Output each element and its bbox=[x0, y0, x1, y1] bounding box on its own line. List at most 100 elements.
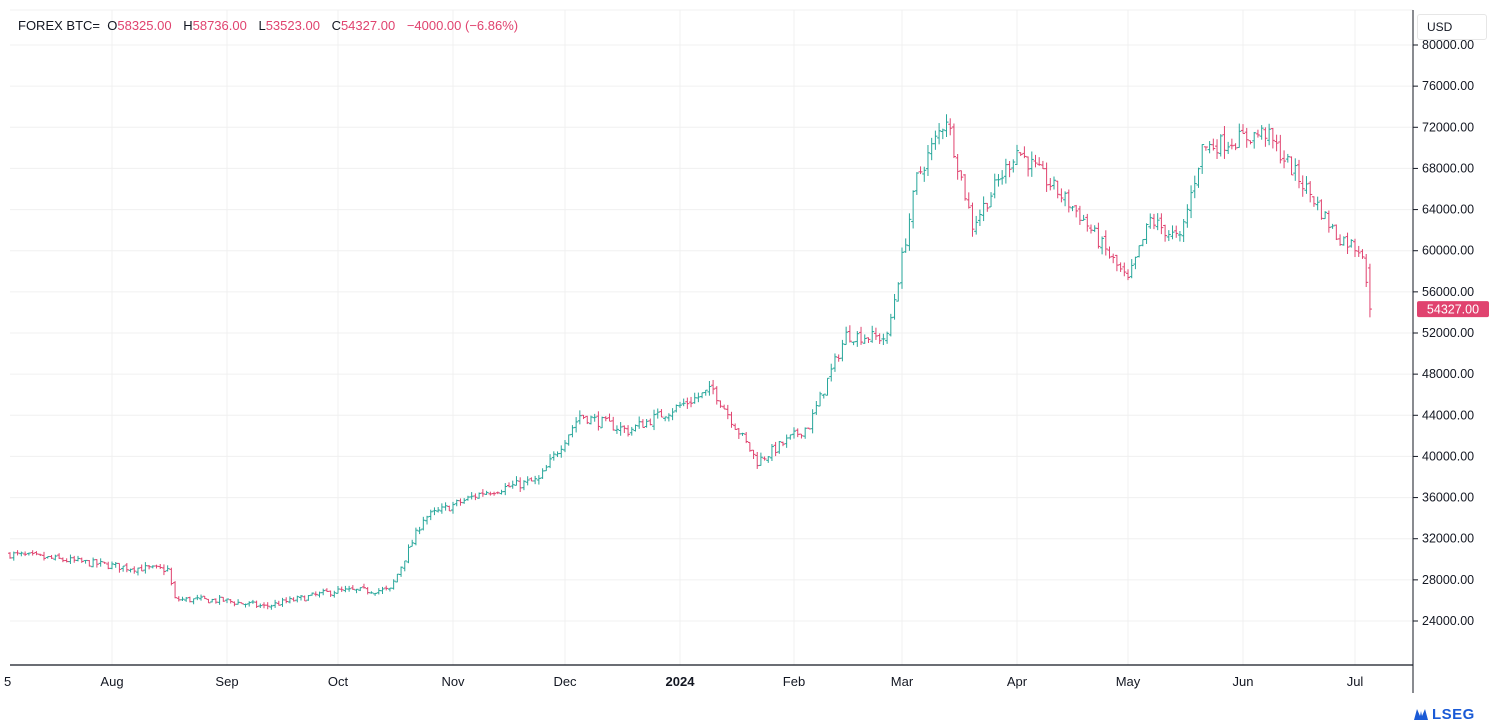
candle bbox=[384, 585, 389, 591]
candle bbox=[1255, 129, 1260, 138]
candle bbox=[725, 404, 730, 420]
candle bbox=[925, 145, 930, 176]
candle bbox=[1085, 213, 1090, 232]
candle bbox=[236, 599, 241, 605]
candle bbox=[596, 411, 601, 431]
candle bbox=[60, 557, 65, 563]
candle bbox=[955, 153, 960, 180]
candle bbox=[974, 215, 979, 235]
candle bbox=[1111, 253, 1116, 264]
candle bbox=[885, 331, 890, 344]
candle bbox=[1189, 185, 1194, 219]
candle bbox=[439, 503, 444, 514]
candle bbox=[977, 209, 982, 226]
candle bbox=[510, 480, 515, 489]
candle bbox=[607, 413, 612, 422]
price-axis-label: 76000.00 bbox=[1422, 79, 1474, 93]
candle bbox=[736, 427, 741, 439]
candle bbox=[1226, 141, 1231, 154]
candle bbox=[425, 515, 430, 525]
time-axis-label: May bbox=[1116, 674, 1141, 689]
candle bbox=[777, 440, 782, 454]
candle bbox=[810, 409, 815, 434]
candle bbox=[1282, 150, 1287, 169]
price-axis-label: 28000.00 bbox=[1422, 573, 1474, 587]
candle bbox=[336, 586, 340, 594]
candle bbox=[1319, 199, 1324, 220]
candle bbox=[1367, 263, 1372, 318]
candle bbox=[447, 505, 452, 512]
candle bbox=[566, 434, 571, 446]
candle bbox=[339, 586, 344, 592]
candle bbox=[1237, 123, 1242, 148]
candle bbox=[1349, 239, 1354, 248]
candle bbox=[187, 596, 192, 603]
candle bbox=[762, 456, 767, 461]
candle bbox=[1040, 160, 1045, 170]
candle bbox=[402, 560, 407, 572]
candle bbox=[544, 464, 549, 472]
candle bbox=[1126, 269, 1130, 281]
price-axis-label: 48000.00 bbox=[1422, 367, 1474, 381]
time-axis-label: Apr bbox=[1007, 674, 1028, 689]
candle bbox=[254, 600, 259, 608]
candle bbox=[11, 551, 16, 561]
candle bbox=[38, 553, 43, 557]
candle bbox=[1211, 138, 1216, 151]
candle bbox=[347, 585, 352, 592]
candle bbox=[907, 213, 912, 251]
candle bbox=[124, 563, 129, 573]
candle bbox=[454, 499, 459, 507]
candle bbox=[369, 591, 374, 594]
candle bbox=[1222, 126, 1227, 159]
time-axis-label: Jul bbox=[1347, 674, 1364, 689]
candle bbox=[265, 602, 270, 610]
candle bbox=[678, 401, 682, 409]
candle bbox=[42, 551, 46, 561]
candle bbox=[792, 427, 796, 439]
candle bbox=[98, 558, 103, 567]
candle bbox=[1077, 205, 1082, 225]
candle bbox=[529, 477, 534, 482]
candle bbox=[1215, 139, 1220, 159]
candle bbox=[1122, 262, 1127, 277]
candle bbox=[514, 476, 519, 486]
candle bbox=[970, 202, 975, 237]
candle bbox=[1044, 162, 1049, 192]
candle bbox=[310, 592, 315, 596]
price-axis-label: 60000.00 bbox=[1422, 244, 1474, 258]
candle bbox=[324, 588, 329, 592]
candle bbox=[1003, 158, 1008, 184]
candle bbox=[892, 293, 897, 320]
candle bbox=[747, 441, 752, 452]
candle bbox=[8, 552, 12, 559]
candle bbox=[548, 454, 553, 469]
candle bbox=[847, 325, 852, 343]
price-axis-label: 72000.00 bbox=[1422, 120, 1474, 134]
candle bbox=[940, 128, 945, 140]
candle bbox=[1133, 256, 1138, 270]
candle bbox=[1181, 219, 1186, 243]
candle bbox=[1155, 213, 1160, 231]
candle bbox=[488, 491, 493, 496]
candle bbox=[117, 562, 122, 573]
currency-selector[interactable]: USD bbox=[1417, 14, 1487, 40]
grid-lines bbox=[10, 9, 1413, 665]
low-label: L bbox=[258, 18, 266, 33]
candle bbox=[1308, 181, 1313, 203]
candle bbox=[1341, 236, 1346, 246]
candle bbox=[195, 594, 200, 601]
candle bbox=[825, 377, 830, 396]
candle bbox=[525, 476, 530, 486]
candle bbox=[663, 416, 668, 422]
candle bbox=[451, 501, 455, 514]
time-axis-label: 2024 bbox=[666, 674, 696, 689]
candle bbox=[922, 166, 927, 182]
candle bbox=[618, 422, 623, 436]
candle bbox=[1100, 236, 1105, 255]
candle bbox=[1364, 253, 1369, 288]
candle bbox=[161, 564, 166, 576]
candle bbox=[832, 353, 837, 372]
candle bbox=[135, 567, 140, 576]
